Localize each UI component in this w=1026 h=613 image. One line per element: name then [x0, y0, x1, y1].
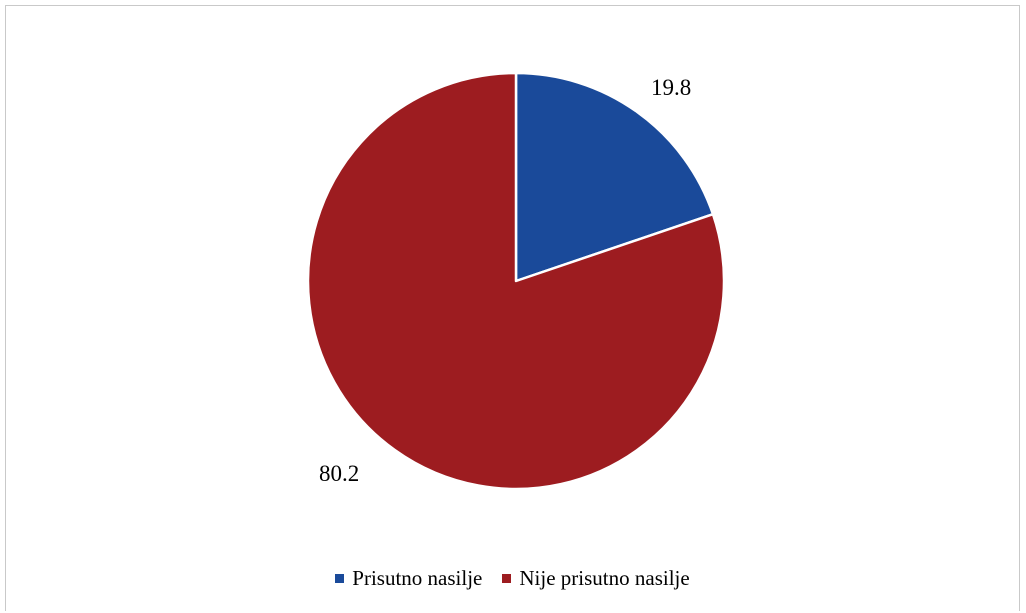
legend-swatch-nije-prisutno — [502, 574, 512, 583]
legend-item-nije-prisutno: Nije prisutno nasilje — [502, 566, 690, 591]
legend: Prisutno nasilje Nije prisutno nasilje — [6, 566, 1019, 591]
slice-label-prisutno: 19.8 — [651, 75, 692, 100]
pie-slice-nije-prisutno — [306, 71, 726, 491]
legend-label-prisutno: Prisutno nasilje — [352, 566, 483, 590]
pie-slice-prisutno — [514, 71, 715, 283]
legend-label-nije-prisutno: Nije prisutno nasilje — [519, 566, 690, 590]
legend-item-prisutno: Prisutno nasilje — [335, 566, 482, 591]
pie-chart — [306, 71, 726, 491]
legend-swatch-prisutno — [335, 574, 345, 583]
slice-label-nije-prisutno: 80.2 — [319, 461, 360, 486]
chart-frame: 19.8 80.2 Prisutno nasilje Nije prisutno… — [5, 5, 1020, 611]
